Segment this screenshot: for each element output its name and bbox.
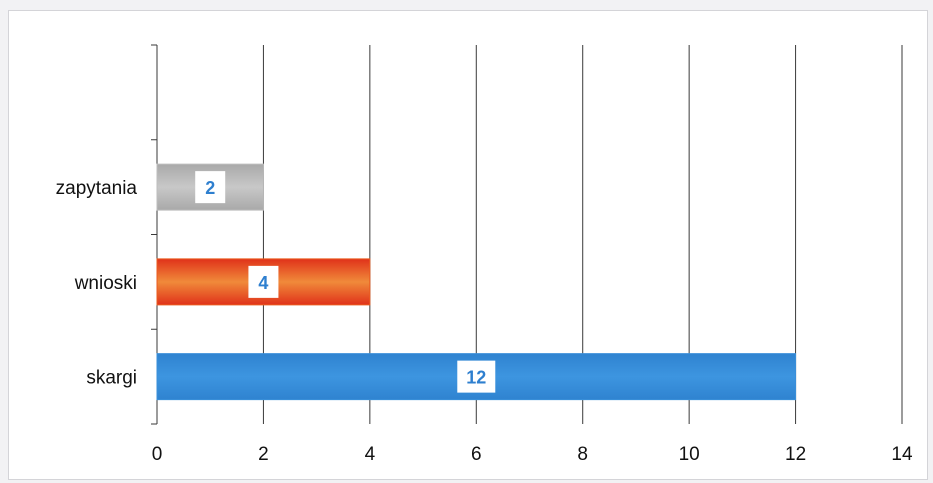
labels: 0 2 4 6 8 10 12 14 zapytania 2 wnioski 4 skargi 12 — [56, 171, 913, 465]
x-tick-label: 2 — [258, 444, 269, 465]
category-label: zapytania — [56, 178, 138, 199]
chart-frame — [8, 10, 928, 480]
x-tick-label: 12 — [785, 444, 806, 465]
x-tick-label: 10 — [679, 444, 700, 465]
y-axis — [151, 44, 158, 425]
data-label: 4 — [258, 273, 268, 293]
data-label: 12 — [466, 368, 486, 388]
x-tick-label: 0 — [152, 444, 163, 465]
data-label-box — [457, 360, 496, 393]
data-label-box — [248, 265, 279, 298]
data-label: 2 — [205, 178, 215, 198]
category-label: wnioski — [74, 273, 137, 294]
category-label: skargi — [86, 368, 137, 389]
x-tick-label: 8 — [577, 444, 588, 465]
x-tick-label: 14 — [891, 444, 913, 465]
data-label-box — [195, 171, 226, 204]
x-tick-label: 4 — [365, 444, 376, 465]
x-tick-label: 6 — [471, 444, 482, 465]
